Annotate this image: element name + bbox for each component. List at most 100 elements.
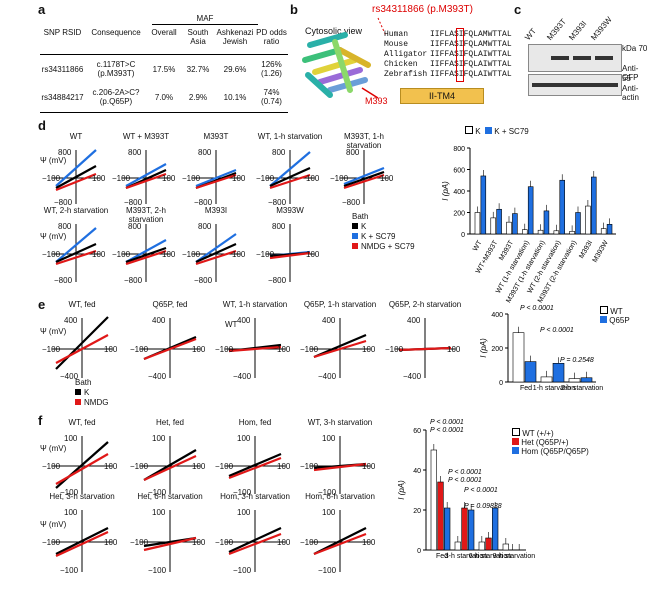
bar xyxy=(444,507,451,551)
tick-label: −100 xyxy=(385,345,404,354)
iv-trace xyxy=(55,165,97,189)
iv-plot: Q65P, 2-h starvation 400 −400 −100 100 xyxy=(385,300,465,382)
y-tick-label: 200 xyxy=(491,346,503,353)
bar xyxy=(490,217,496,235)
cell: 32.7% xyxy=(186,64,210,74)
alignment-row: Zebrafish IIFFASIFQLAIWTTAL xyxy=(384,70,512,79)
iv-trace xyxy=(195,168,237,188)
tick-label: −100 xyxy=(318,566,337,575)
bar xyxy=(485,537,492,551)
iv-plot: M393T, 1-h starvation 800 −800 −100 100 xyxy=(330,132,398,208)
tick-label: 800 xyxy=(128,148,142,157)
iv-trace xyxy=(125,249,167,266)
iv-plot-title: Hom, 3-h starvation xyxy=(220,492,290,501)
iv-trace xyxy=(269,151,311,187)
tick-label: −800 xyxy=(124,198,143,207)
tick-label: −100 xyxy=(112,174,131,183)
iv-plot-title: Het, 3-h starvation xyxy=(49,492,115,501)
iv-trace xyxy=(228,345,282,353)
iv-trace xyxy=(195,233,237,263)
panel-c-label: c xyxy=(514,2,522,17)
iv-plot-title: WT, fed xyxy=(68,418,96,427)
tick-label: −100 xyxy=(256,250,275,259)
psi-axis-label: Ψ (mV) xyxy=(40,156,67,165)
tick-label: −800 xyxy=(124,276,143,285)
iv-plot-title: WT, 2-h starvation xyxy=(43,206,109,215)
iv-plot-title: M393I xyxy=(204,206,228,215)
iv-trace xyxy=(313,462,367,472)
tick-label: 100 xyxy=(277,538,291,547)
tick-label: −100 xyxy=(42,345,61,354)
highlight-box xyxy=(456,28,464,82)
bar xyxy=(559,179,565,235)
iv-plot: WT, fed 400 −400 −100 100 Ψ (mV) xyxy=(40,300,122,382)
iv-plot: WT, 1-h starvation 400 −400 −100 100 xyxy=(215,300,295,382)
iv-trace xyxy=(269,173,311,190)
iv-trace xyxy=(228,527,282,553)
tick-label: −100 xyxy=(60,566,79,575)
tick-label: 400 xyxy=(152,316,166,325)
tick-label: −100 xyxy=(182,250,201,259)
bar xyxy=(492,507,499,551)
tick-label: 100 xyxy=(162,174,176,183)
tick-label: 100 xyxy=(64,434,78,443)
bar xyxy=(568,378,581,383)
iv-trace xyxy=(313,339,367,359)
iv-trace xyxy=(55,453,109,485)
blot-gfp-label: Anti-GFP xyxy=(622,64,639,82)
snp-table-header: SNP RSID Consequence Overall South Asia … xyxy=(40,28,288,46)
iv-trace xyxy=(55,531,109,557)
tick-label: −100 xyxy=(318,488,337,497)
col-south-asia: South Asia xyxy=(187,28,209,46)
iv-trace xyxy=(55,242,97,264)
category-label: 9-h starvation xyxy=(493,553,536,560)
tick-label: −100 xyxy=(42,538,61,547)
tick-label: 100 xyxy=(192,462,206,471)
tick-label: −400 xyxy=(233,372,252,381)
alignment-row: Human IIFLASIFQLAMWTTAL xyxy=(384,30,512,39)
iv-trace xyxy=(269,251,311,260)
bar xyxy=(552,362,565,383)
tick-label: 100 xyxy=(152,434,166,443)
d-legend-k: K xyxy=(352,222,366,231)
tick-label: 100 xyxy=(104,538,118,547)
tick-label: 800 xyxy=(128,222,142,231)
bar xyxy=(506,221,512,235)
tick-label: −800 xyxy=(268,198,287,207)
category-label: M393I xyxy=(578,239,594,259)
iv-plot: Q65P, 1-h starvation 400 −400 −100 100 xyxy=(300,300,380,382)
bar xyxy=(585,205,591,235)
tick-label: 400 xyxy=(64,316,78,325)
bar xyxy=(606,224,613,235)
bar xyxy=(524,361,537,383)
d-legend-k-sc79: K + SC79 xyxy=(352,232,395,241)
iv-plot-title: Het, 6-h starvation xyxy=(137,492,203,501)
iv-plot-title: WT xyxy=(69,132,83,141)
tick-label: 100 xyxy=(64,508,78,517)
alignment-row: Alligator IIFFASIFQLAIWTTAL xyxy=(384,50,512,59)
iv-plot: WT, 2-h starvation 800 −800 −100 100 Ψ (mV) xyxy=(40,206,110,286)
bar xyxy=(468,509,475,551)
tick-label: −100 xyxy=(330,174,349,183)
iv-trace xyxy=(55,227,97,263)
p-value-label: P < 0.0001 xyxy=(540,327,574,334)
tick-label: −100 xyxy=(42,174,61,183)
iv-plot: Het, 3-h starvation 100 −100 −100 100 Ψ (mV) xyxy=(40,492,122,576)
tick-label: −100 xyxy=(130,345,149,354)
bar xyxy=(461,507,468,551)
y-tick-label: 600 xyxy=(453,168,465,175)
y-tick-label: 400 xyxy=(491,312,503,319)
category-label: WT xyxy=(472,239,484,253)
y-tick-label: 60 xyxy=(413,428,421,435)
iv-trace xyxy=(195,173,237,190)
bar xyxy=(437,481,444,551)
category-label: 6-h starvation xyxy=(469,553,512,560)
p-value-label: P < 0.0001 xyxy=(464,487,498,494)
bar xyxy=(474,212,481,235)
bar xyxy=(540,376,553,383)
tick-label: −800 xyxy=(194,276,213,285)
cell: 29.6% xyxy=(223,64,247,74)
tick-label: −800 xyxy=(268,276,287,285)
